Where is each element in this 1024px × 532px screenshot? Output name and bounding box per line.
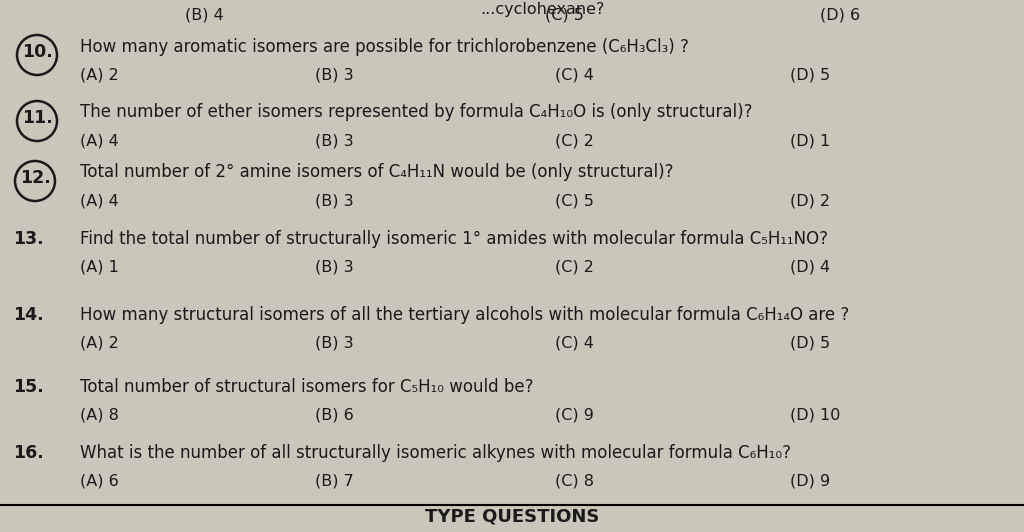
Text: (B) 3: (B) 3 bbox=[315, 68, 353, 83]
Text: The number of ether isomers represented by formula C₄H₁₀O is (only structural)?: The number of ether isomers represented … bbox=[80, 103, 753, 121]
Text: (B) 3: (B) 3 bbox=[315, 194, 353, 209]
Text: Total number of 2° amine isomers of C₄H₁₁N would be (only structural)?: Total number of 2° amine isomers of C₄H₁… bbox=[80, 163, 674, 181]
Text: (C) 8: (C) 8 bbox=[555, 474, 594, 489]
Text: (A) 4: (A) 4 bbox=[80, 134, 119, 149]
Text: How many structural isomers of all the tertiary alcohols with molecular formula : How many structural isomers of all the t… bbox=[80, 306, 849, 324]
Text: How many aromatic isomers are possible for trichlorobenzene (C₆H₃Cl₃) ?: How many aromatic isomers are possible f… bbox=[80, 38, 689, 56]
Text: (C) 4: (C) 4 bbox=[555, 336, 594, 351]
Text: (A) 6: (A) 6 bbox=[80, 474, 119, 489]
Text: 13.: 13. bbox=[13, 230, 44, 248]
Text: (B) 4: (B) 4 bbox=[185, 8, 224, 23]
Text: (B) 3: (B) 3 bbox=[315, 260, 353, 275]
Text: (B) 7: (B) 7 bbox=[315, 474, 353, 489]
Text: (D) 9: (D) 9 bbox=[790, 474, 830, 489]
Text: (B) 6: (B) 6 bbox=[315, 408, 353, 423]
Text: (D) 4: (D) 4 bbox=[790, 260, 830, 275]
Text: 11.: 11. bbox=[22, 109, 52, 127]
Text: 10.: 10. bbox=[22, 43, 52, 61]
Text: (C) 5: (C) 5 bbox=[545, 8, 584, 23]
Text: (C) 2: (C) 2 bbox=[555, 134, 594, 149]
Text: (D) 5: (D) 5 bbox=[790, 68, 830, 83]
Text: (A) 8: (A) 8 bbox=[80, 408, 119, 423]
Text: Total number of structural isomers for C₅H₁₀ would be?: Total number of structural isomers for C… bbox=[80, 378, 534, 396]
Text: (D) 6: (D) 6 bbox=[820, 8, 860, 23]
Text: (B) 3: (B) 3 bbox=[315, 134, 353, 149]
Text: (A) 2: (A) 2 bbox=[80, 68, 119, 83]
Text: (A) 1: (A) 1 bbox=[80, 260, 119, 275]
Text: (A) 2: (A) 2 bbox=[80, 336, 119, 351]
Text: (A) 4: (A) 4 bbox=[80, 194, 119, 209]
Text: (C) 4: (C) 4 bbox=[555, 68, 594, 83]
Text: 14.: 14. bbox=[13, 306, 44, 324]
Text: 12.: 12. bbox=[19, 169, 50, 187]
Text: Find the total number of structurally isomeric 1° amides with molecular formula : Find the total number of structurally is… bbox=[80, 230, 828, 248]
Text: ...cyclohexane?: ...cyclohexane? bbox=[480, 2, 604, 17]
Text: (D) 2: (D) 2 bbox=[790, 194, 830, 209]
Text: (D) 5: (D) 5 bbox=[790, 336, 830, 351]
Text: (D) 10: (D) 10 bbox=[790, 408, 841, 423]
Text: (C) 2: (C) 2 bbox=[555, 260, 594, 275]
Text: What is the number of all structurally isomeric alkynes with molecular formula C: What is the number of all structurally i… bbox=[80, 444, 791, 462]
Text: TYPE QUESTIONS: TYPE QUESTIONS bbox=[425, 508, 599, 526]
Text: 16.: 16. bbox=[13, 444, 44, 462]
Text: (C) 9: (C) 9 bbox=[555, 408, 594, 423]
Text: (D) 1: (D) 1 bbox=[790, 134, 830, 149]
Text: (B) 3: (B) 3 bbox=[315, 336, 353, 351]
Text: 15.: 15. bbox=[13, 378, 44, 396]
Text: (C) 5: (C) 5 bbox=[555, 194, 594, 209]
